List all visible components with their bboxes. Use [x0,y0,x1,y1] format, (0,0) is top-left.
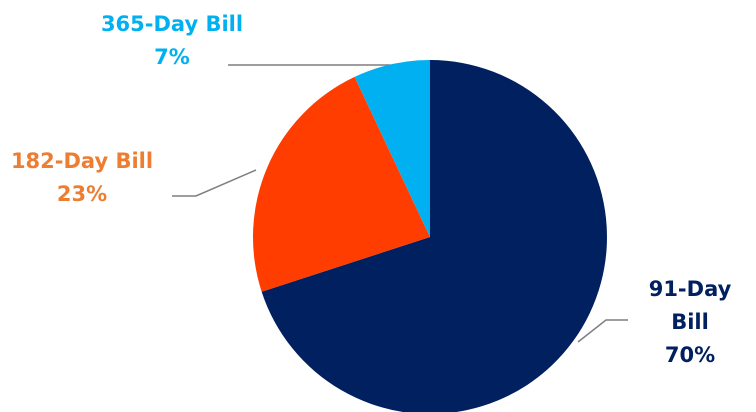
data-label-name: 182-Day Bill [11,149,153,173]
data-label-365-day-bill: 365-Day Bill 7% [101,12,243,69]
pie-slice-365-day-bill [354,60,430,237]
data-label-name: 91-Day [649,277,732,301]
leader-line-91-day-bill [577,319,628,343]
data-label-value: 23% [57,182,107,206]
pie-slice-91-day-bill [261,60,607,412]
data-label-value: 7% [154,45,190,69]
data-label-name: Bill [671,310,709,334]
data-label-name: 365-Day Bill [101,12,243,36]
pie-slice-182-day-bill [252,76,430,292]
data-label-182-day-bill: 182-Day Bill 23% [11,149,153,206]
leader-line-182-day-bill [172,169,257,197]
data-label-91-day-bill: 91-Day Bill 70% [649,277,732,367]
data-label-value: 70% [665,343,715,367]
